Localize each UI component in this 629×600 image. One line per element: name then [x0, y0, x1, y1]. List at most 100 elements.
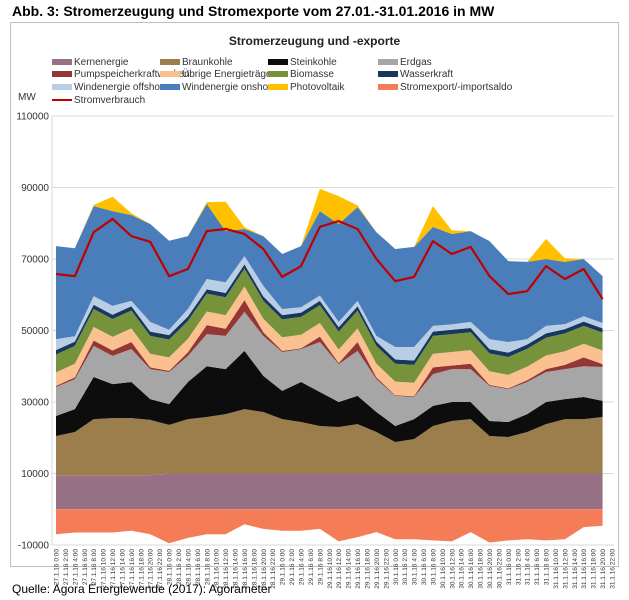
- area-biomasse: [56, 268, 603, 383]
- x-tick-label: 30.1.16 6:00: [421, 549, 428, 586]
- legend-swatch: [378, 59, 398, 65]
- x-tick-label: 31.1.16 10:00: [553, 549, 560, 589]
- legend-label: Windenergie offshore: [74, 81, 169, 93]
- legend-label: Braunkohle: [182, 56, 233, 68]
- legend-label: Kernenergie: [74, 56, 129, 68]
- x-tick-label: 30.1.16 0:00: [393, 549, 400, 586]
- x-tick-label: 29.1.16 10:00: [327, 549, 334, 589]
- x-tick-label: 28.1.16 4:00: [185, 549, 192, 586]
- x-tick-label: 27.1.16 18:00: [138, 549, 145, 589]
- x-tick-label: 27.1.16 14:00: [119, 549, 126, 589]
- legend-item: Stromverbrauch: [52, 94, 145, 106]
- x-tick-label: 31.1.16 20:00: [600, 549, 607, 589]
- x-tick-label: 30.1.16 18:00: [478, 549, 485, 589]
- x-tick-label: 27.1.16 2:00: [63, 549, 70, 586]
- legend-swatch: [268, 71, 288, 77]
- x-tick-label: 27.1.16 22:00: [157, 549, 164, 589]
- legend-label: Wasserkraft: [400, 68, 453, 80]
- x-tick-label: 31.1.16 18:00: [591, 549, 598, 589]
- figure-title: Abb. 3: Stromerzeugung und Stromexporte …: [12, 3, 495, 19]
- x-tick-label: 28.1.16 8:00: [204, 549, 211, 586]
- legend-item: Wasserkraft: [378, 68, 453, 80]
- x-tick-label: 28.1.16 20:00: [261, 549, 268, 589]
- y-tick-label: 50000: [21, 326, 49, 337]
- x-tick-label: 29.1.16 4:00: [299, 549, 306, 586]
- chart-title: Stromerzeugung und -exporte: [228, 34, 401, 48]
- area-braunkohle: [56, 409, 603, 476]
- legend-item: Photovoltaik: [268, 81, 344, 93]
- x-tick-label: 31.1.16 4:00: [525, 549, 532, 586]
- legend-swatch: [52, 84, 72, 90]
- legend-label: Biomasse: [290, 68, 334, 80]
- legend-swatch: [52, 59, 72, 65]
- y-tick-label: 10000: [21, 469, 49, 480]
- legend-swatch: [160, 71, 180, 77]
- x-tick-label: 30.1.16 10:00: [440, 549, 447, 589]
- x-tick-label: 30.1.16 14:00: [459, 549, 466, 589]
- legend-swatch: [52, 71, 72, 77]
- legend-item: Erdgas: [378, 56, 432, 68]
- x-tick-label: 29.1.16 8:00: [317, 549, 324, 586]
- chart-frame: [10, 22, 619, 567]
- legend-item: Pumpspeicherkraftwerken: [52, 68, 190, 80]
- x-tick-label: 29.1.16 16:00: [355, 549, 362, 589]
- legend-label: Pumpspeicherkraftwerken: [74, 68, 190, 80]
- area-erdgas: [56, 311, 603, 426]
- x-tick-label: 29.1.16 18:00: [364, 549, 371, 589]
- x-tick-label: 30.1.16 2:00: [402, 549, 409, 586]
- x-tick-label: 30.1.16 12:00: [449, 549, 456, 589]
- legend-label: Erdgas: [400, 56, 432, 68]
- legend-item: Biomasse: [268, 68, 334, 80]
- x-tick-label: 27.1.16 12:00: [110, 549, 117, 589]
- x-tick-label: 27.1.16 6:00: [82, 549, 89, 586]
- legend-label: Windenergie onshore: [182, 81, 278, 93]
- legend-line-marker: [52, 99, 72, 101]
- x-tick-label: 30.1.16 20:00: [487, 549, 494, 589]
- x-tick-label: 27.1.16 8:00: [91, 549, 98, 586]
- x-tick-label: 28.1.16 10:00: [214, 549, 221, 589]
- x-tick-label: 30.1.16 4:00: [412, 549, 419, 586]
- x-tick-label: 30.1.16 22:00: [496, 549, 503, 589]
- x-tick-label: 28.1.16 16:00: [242, 549, 249, 589]
- y-tick-label: 90000: [21, 183, 49, 194]
- x-tick-label: 27.1.16 4:00: [72, 549, 79, 586]
- x-tick-label: 29.1.16 20:00: [374, 549, 381, 589]
- area-wasserkraft: [56, 264, 603, 365]
- legend-item: Übrige Energieträger: [160, 68, 275, 80]
- area-photovoltaik: [56, 188, 603, 277]
- x-tick-label: 31.1.16 8:00: [544, 549, 551, 586]
- source-note: Quelle: Agora Energiewende (2017): Agora…: [12, 582, 272, 596]
- x-tick-label: 28.1.16 12:00: [223, 549, 230, 589]
- x-tick-label: 28.1.16 18:00: [251, 549, 258, 589]
- x-tick-label: 27.1.16 16:00: [129, 549, 136, 589]
- x-tick-label: 31.1.16 2:00: [515, 549, 522, 586]
- legend-label: Übrige Energieträger: [182, 68, 275, 80]
- legend-swatch: [378, 71, 398, 77]
- y-tick-label: -10000: [18, 541, 50, 552]
- line-stromverbrauch: [55, 217, 604, 300]
- legend-item: Kernenergie: [52, 56, 128, 68]
- y-tick-label: 70000: [21, 255, 49, 266]
- x-tick-label: 30.1.16 16:00: [468, 549, 475, 589]
- legend-item: Windenergie onshore: [160, 81, 277, 93]
- legend-swatch: [160, 59, 180, 65]
- x-tick-label: 27.1.16 10:00: [101, 549, 108, 589]
- x-tick-label: 28.1.16 0:00: [167, 549, 174, 586]
- x-tick-label: 27.1.16 0:00: [54, 549, 61, 586]
- legend-label: Stromverbrauch: [74, 94, 146, 106]
- y-axis-label: MW: [18, 92, 36, 103]
- area-stromexport-importsaldo: [56, 509, 603, 544]
- x-tick-label: 29.1.16 6:00: [308, 549, 315, 586]
- area-übrige-energieträger: [56, 286, 603, 397]
- y-tick-label: 30000: [21, 398, 49, 409]
- x-tick-label: 27.1.16 20:00: [148, 549, 155, 589]
- x-tick-label: 29.1.16 0:00: [280, 549, 287, 586]
- x-tick-label: 29.1.16 2:00: [289, 549, 296, 586]
- legend-item: Steinkohle: [268, 56, 337, 68]
- x-tick-label: 28.1.16 2:00: [176, 549, 183, 586]
- x-tick-label: 31.1.16 14:00: [572, 549, 579, 589]
- legend-label: Steinkohle: [290, 56, 337, 68]
- legend-swatch: [268, 59, 288, 65]
- x-tick-label: 31.1.16 16:00: [581, 549, 588, 589]
